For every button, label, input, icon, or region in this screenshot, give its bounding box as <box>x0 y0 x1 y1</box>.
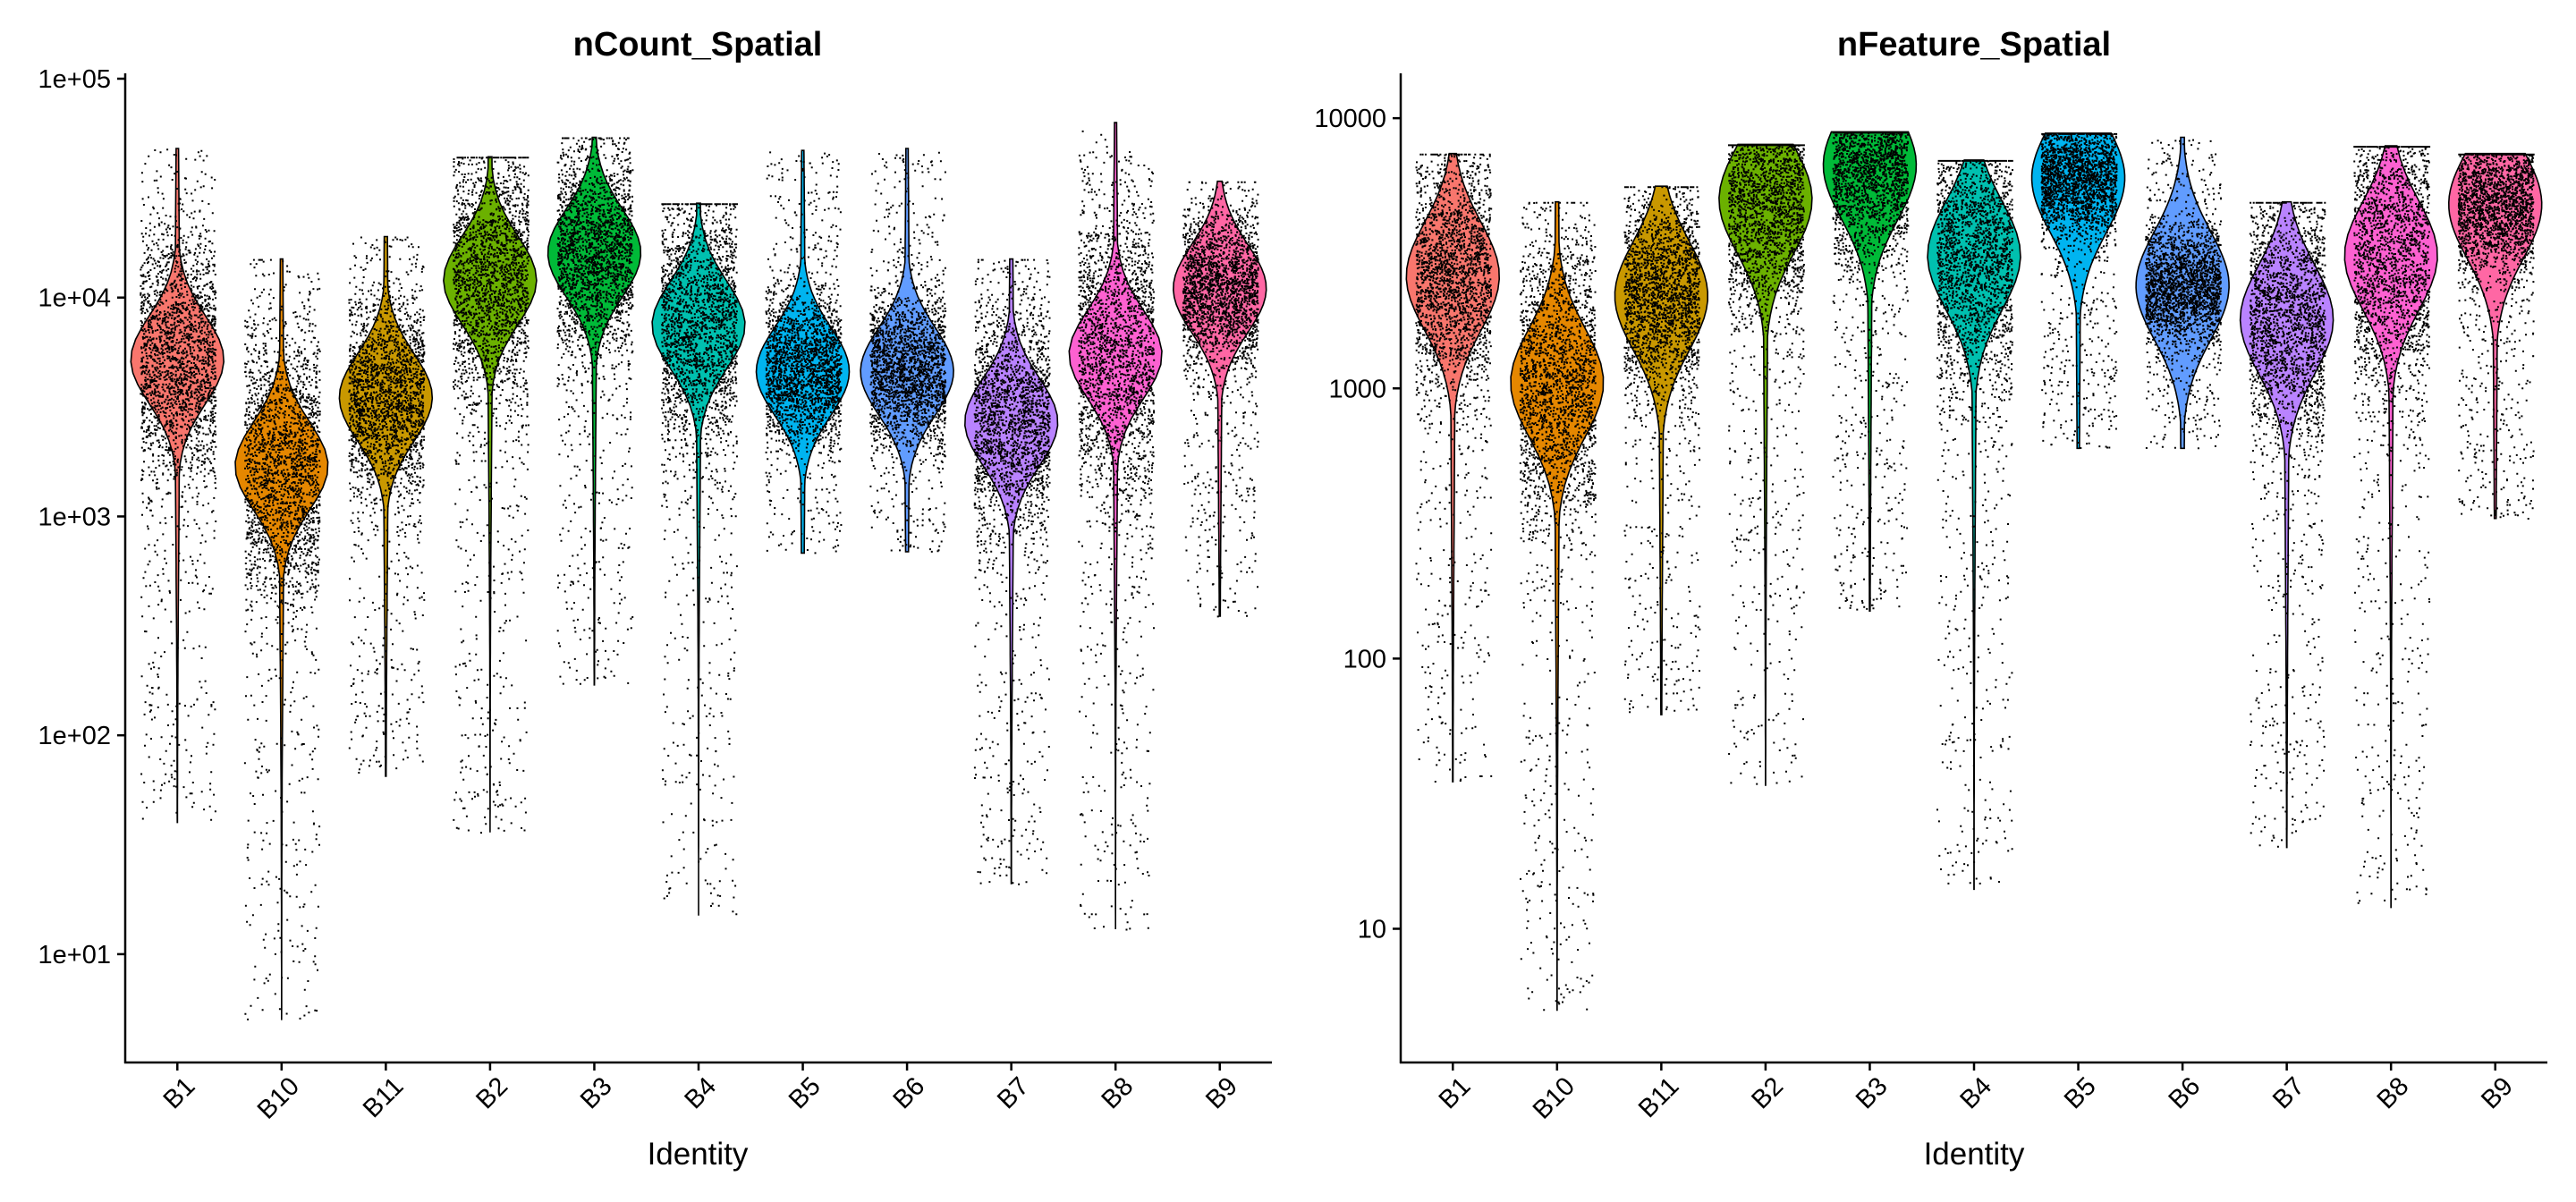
y-tick-label: 10000 <box>1314 105 1386 133</box>
violin-B10 <box>1510 200 1605 1012</box>
jitter-points-B6 <box>869 151 947 553</box>
violin-B3 <box>547 136 642 686</box>
x-tick-label: B8 <box>2372 1072 2415 1115</box>
y-tick-label: 1e+05 <box>38 65 111 94</box>
x-tick-label: B7 <box>2267 1072 2310 1115</box>
axes: 1e+01 1e+02 1e+03 1e+04 1e+05 B1 B10 B11 B2 B3 B4 B… <box>38 65 1272 1125</box>
jitter-points-B5 <box>2040 132 2118 449</box>
x-tick-label: B6 <box>888 1072 931 1115</box>
violin-marks <box>1405 131 2543 1012</box>
jitter-points-B5 <box>765 151 843 554</box>
jitter-points-B3 <box>556 137 634 685</box>
y-tick-label: 100 <box>1343 645 1386 673</box>
y-tick-label: 1000 <box>1328 375 1386 403</box>
jitter-points-B9 <box>2457 153 2535 520</box>
x-tick-label: B11 <box>1633 1072 1685 1124</box>
x-tick-label: B9 <box>1200 1072 1243 1115</box>
jitter-points-B2 <box>452 157 530 834</box>
x-tick-label: B1 <box>158 1072 201 1115</box>
violin-B6 <box>860 148 954 553</box>
x-tick-label: B3 <box>575 1072 618 1115</box>
jitter-points-B1 <box>1415 153 1493 783</box>
x-tick-label: B5 <box>2059 1072 2102 1115</box>
x-tick-label: B4 <box>1954 1072 1997 1115</box>
x-tick-label: B2 <box>470 1072 513 1115</box>
jitter-points-B8 <box>1078 130 1156 931</box>
violin-B2 <box>1718 143 1813 786</box>
y-tick-label: 1e+04 <box>38 284 111 313</box>
x-tick-label: B10 <box>252 1072 305 1125</box>
x-tick-label: B4 <box>679 1072 722 1115</box>
panel-nfeature-spatial: nFeature_Spatial Identity 10 100 1000 10000… <box>1314 26 2547 1172</box>
jitter-points-B10 <box>243 258 321 1020</box>
x-tick-label: B11 <box>358 1072 410 1124</box>
panel-title: nFeature_Spatial <box>1837 26 2111 63</box>
jitter-points-B10 <box>1519 201 1597 1012</box>
x-tick-label: B9 <box>2476 1072 2519 1115</box>
x-tick-label: B5 <box>784 1072 826 1115</box>
violin-marks <box>130 122 1267 1020</box>
jitter-points-B4 <box>1936 159 2013 885</box>
y-tick-label: 1e+03 <box>38 503 111 531</box>
x-tick-label: B6 <box>2164 1072 2207 1115</box>
x-axis-label: Identity <box>648 1137 749 1172</box>
jitter-points-B2 <box>1728 144 1805 785</box>
x-tick-label: B1 <box>1434 1072 1477 1115</box>
jitter-points-B3 <box>1832 131 1910 611</box>
x-tick-label: B7 <box>992 1072 1035 1115</box>
jitter-points-B4 <box>661 203 738 916</box>
x-tick-label: B2 <box>1746 1072 1789 1115</box>
violin-B11 <box>338 235 434 777</box>
y-tick-label: 1e+01 <box>38 941 111 969</box>
y-tick-label: 1e+02 <box>38 722 111 750</box>
jitter-points-B9 <box>1182 181 1259 618</box>
jitter-points-B6 <box>2145 139 2222 450</box>
jitter-points-B8 <box>2353 146 2431 904</box>
violin-B7 <box>963 258 1059 885</box>
violin-B3 <box>1822 131 1918 613</box>
panel-ncount-spatial: nCount_Spatial Identity 1e+011e+021e+031… <box>38 26 1272 1172</box>
x-tick-label: B8 <box>1097 1072 1140 1115</box>
x-tick-label: B3 <box>1851 1072 1894 1115</box>
x-tick-label: B10 <box>1528 1072 1580 1125</box>
jitter-points-B11 <box>348 236 426 774</box>
y-tick-label: 10 <box>1358 915 1386 944</box>
x-axis-label: Identity <box>1924 1137 2025 1172</box>
jitter-points-B1 <box>140 148 217 821</box>
jitter-points-B7 <box>973 258 1051 885</box>
panel-title: nCount_Spatial <box>573 26 823 63</box>
jitter-points-B7 <box>2249 201 2326 848</box>
violin-B1 <box>130 148 225 824</box>
jitter-points-B11 <box>1623 186 1701 714</box>
